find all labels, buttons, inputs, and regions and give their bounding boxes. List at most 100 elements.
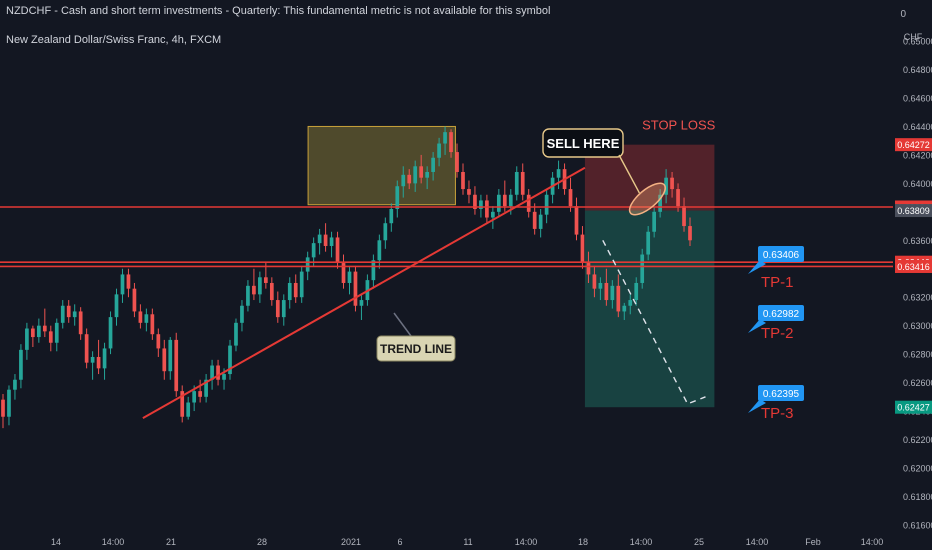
candle-body: [431, 157, 435, 172]
time-axis[interactable]: 14 14:00 21 28 2021 6 11 14:00 18 14:00 25 14:00 Feb…: [51, 537, 883, 547]
x-tick-label: 2021: [341, 537, 361, 547]
candle-body: [138, 311, 143, 323]
candle-body: [311, 243, 316, 258]
candle-body: [419, 166, 424, 178]
sell-ellipse: [628, 182, 666, 216]
candle-body: [78, 311, 83, 335]
sell-here-pointer: [618, 154, 641, 194]
candle-body: [192, 391, 197, 403]
x-tick-label: 21: [166, 537, 176, 547]
candle-body: [7, 389, 11, 417]
candle-body: [586, 263, 591, 275]
x-tick-label: 28: [257, 537, 267, 547]
candle-body: [31, 328, 35, 338]
candle-body: [491, 211, 495, 218]
tp-value: 0.63406: [763, 250, 800, 261]
candle-body: [652, 211, 657, 232]
candle-body: [48, 331, 53, 343]
price-badge-text: 0.63809: [897, 206, 930, 216]
candle-body: [66, 305, 71, 318]
candle-body: [84, 334, 89, 363]
candle-body: [19, 349, 23, 380]
x-tick-label: 18: [578, 537, 588, 547]
candle-body: [646, 231, 651, 255]
lines-layer: [0, 166, 893, 420]
candle-body: [616, 285, 621, 312]
candle-body: [407, 174, 412, 184]
candle-body: [658, 194, 662, 212]
candle-body: [299, 271, 304, 298]
candle-body: [383, 223, 388, 241]
candle-body: [473, 194, 477, 209]
tp-value-badge: [758, 246, 804, 262]
candle-body: [222, 374, 226, 380]
tp-badge-tail: [748, 260, 766, 274]
candle-body: [610, 285, 615, 301]
candle-body: [580, 234, 585, 264]
candle-body: [640, 254, 645, 283]
candle-body: [341, 263, 346, 283]
candle-body: [508, 194, 513, 207]
symbol-title: New Zealand Dollar/Swiss Franc, 4h, FXCM: [6, 34, 222, 46]
candle-body: [180, 391, 185, 417]
x-tick-label: 25: [694, 537, 704, 547]
candle-body: [461, 171, 465, 190]
candle-body: [234, 322, 238, 346]
entry-zone: [307, 125, 456, 206]
candle-body: [150, 314, 155, 335]
candle-body: [1, 399, 5, 417]
x-tick-label: 6: [397, 537, 402, 547]
trend-line-box: [376, 335, 456, 362]
tp-value-badge: [758, 305, 804, 321]
candle-body: [359, 300, 364, 306]
candle-body: [622, 305, 627, 312]
candle-body: [293, 282, 298, 298]
candle-body: [425, 171, 429, 178]
x-tick-label: 14:00: [515, 537, 538, 547]
candle-body: [628, 300, 633, 306]
candle-body: [353, 271, 358, 306]
candle-body: [568, 189, 573, 207]
candle-body: [467, 189, 471, 195]
candle-body: [455, 152, 459, 172]
tp-value: 0.62982: [763, 309, 800, 320]
candle-body: [168, 339, 173, 372]
price-axis[interactable]: CHF0.650000.648000.646000.644000.642000.…: [895, 32, 932, 530]
x-tick-label: 11: [463, 537, 472, 547]
candle-body: [42, 325, 47, 332]
tp-label: TP-1: [761, 274, 794, 291]
candle-body: [371, 260, 376, 281]
candle-body: [538, 214, 543, 229]
candle-body: [126, 274, 131, 289]
candle-body: [156, 334, 161, 349]
candle-body: [269, 282, 274, 301]
candle-body: [114, 294, 119, 318]
candle-body: [305, 257, 310, 272]
price-badge-text: 0.63416: [897, 262, 930, 272]
candle-body: [25, 328, 29, 350]
candle-body: [574, 206, 579, 235]
candle-body: [246, 285, 250, 306]
candle-body: [13, 379, 17, 390]
candle-body: [96, 356, 101, 369]
candle-body: [485, 200, 489, 218]
candle-body: [532, 211, 537, 229]
candle-body: [449, 132, 453, 153]
candle-body: [682, 206, 686, 227]
candle-body: [556, 169, 561, 178]
annotations-layer: SELL HERE STOP LOSS TREND LINE 0.63406 TP-1 0…: [376, 117, 804, 422]
candle-body: [670, 177, 674, 190]
candle-body: [688, 226, 692, 241]
candle-body: [204, 379, 208, 397]
candle-body: [258, 277, 262, 295]
candle-body: [198, 391, 202, 397]
